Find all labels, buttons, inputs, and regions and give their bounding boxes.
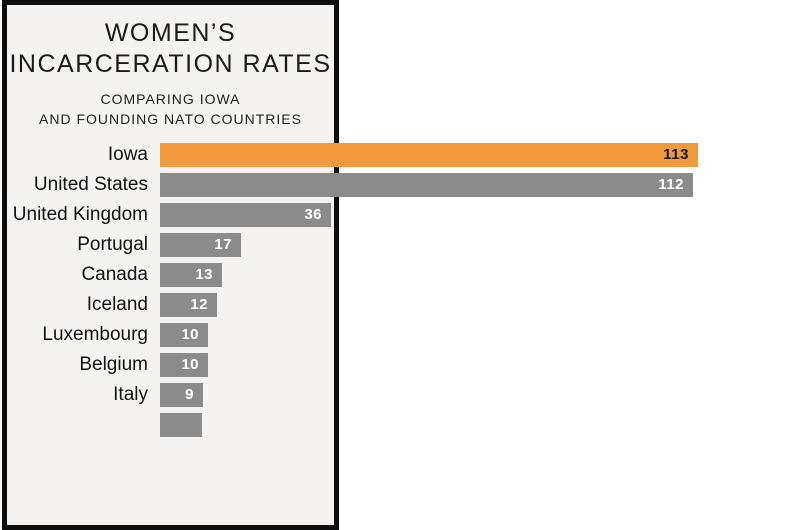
bar-value-italy: 9 <box>185 386 194 403</box>
bar-value-united-kingdom: 36 <box>304 206 322 223</box>
bar-value-belgium: 10 <box>181 356 199 373</box>
bar-value-iceland: 12 <box>190 296 208 313</box>
bar-italy: 9 <box>160 383 203 407</box>
bar-canada: 13 <box>160 263 222 287</box>
chart-subtitle-line-1: COMPARING IOWA <box>100 91 241 107</box>
category-label-canada: Canada <box>81 264 148 285</box>
bar-united-kingdom: 36 <box>160 203 331 227</box>
bar-value-iowa: 113 <box>663 146 689 163</box>
bar-portugal: 17 <box>160 233 241 257</box>
bar-value-united-states: 112 <box>658 176 684 193</box>
bar-value-canada: 13 <box>195 266 213 283</box>
bar-value-luxembourg: 10 <box>181 326 199 343</box>
bar-united-states: 112 <box>160 173 693 197</box>
chart-title-line-1: WOMEN’S <box>104 19 237 47</box>
category-label-portugal: Portugal <box>77 234 148 255</box>
bar-value-portugal: 17 <box>214 236 232 253</box>
category-label-united-states: United States <box>33 174 148 195</box>
category-label-iowa: Iowa <box>107 144 148 165</box>
category-label-belgium: Belgium <box>79 354 148 375</box>
bar-belgium: 10 <box>160 353 208 377</box>
bar-iowa: 113 <box>160 143 698 167</box>
category-label-iceland: Iceland <box>86 294 148 315</box>
bar-iceland: 12 <box>160 293 217 317</box>
category-label-luxembourg: Luxembourg <box>42 324 148 345</box>
category-label-united-kingdom: United Kingdom <box>12 204 148 225</box>
bar-luxembourg: 10 <box>160 323 208 347</box>
chart-title: WOMEN’S INCARCERATION RATES <box>7 5 334 80</box>
category-label-italy: Italy <box>113 384 148 405</box>
bar-chart: Iowa 113 United States 112 United Kingdom 36 P… <box>12 143 698 437</box>
chart-subtitle-line-2: AND FOUNDING NATO COUNTRIES <box>39 111 302 127</box>
chart-subtitle: COMPARING IOWA AND FOUNDING NATO COUNTRI… <box>7 89 334 129</box>
chart-title-line-2: INCARCERATION RATES <box>9 50 332 78</box>
